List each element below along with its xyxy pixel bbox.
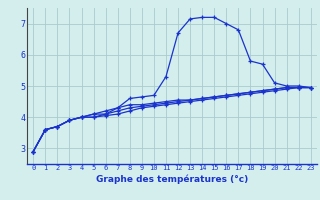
X-axis label: Graphe des températures (°c): Graphe des températures (°c) (96, 174, 248, 184)
